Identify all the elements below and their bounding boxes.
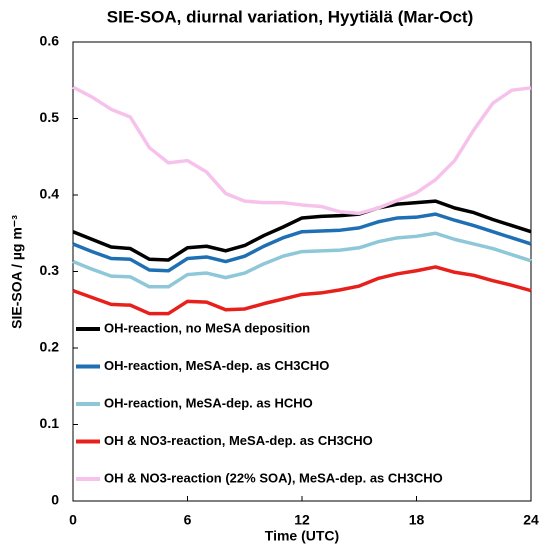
legend-label: OH & NO3-reaction (22% SOA), MeSA-dep. a… (104, 470, 443, 485)
x-tick-label: 6 (184, 512, 192, 528)
series-line (72, 199, 532, 262)
chart-title: SIE-SOA, diurnal variation, Hyytiälä (Ma… (107, 7, 474, 26)
series-line (72, 212, 532, 273)
series-line (72, 231, 532, 289)
legend-label: OH & NO3-reaction, MeSA-dep. as CH3CHO (104, 433, 373, 448)
y-tick-label: 0.6 (40, 33, 60, 49)
x-axis-label: Time (UTC) (265, 528, 339, 544)
y-tick-label: 0.3 (40, 262, 60, 278)
legend-label: OH-reaction, MeSA-dep. as CH3CHO (104, 358, 329, 373)
x-tick-label: 18 (409, 512, 425, 528)
y-tick-label: 0.4 (40, 186, 60, 202)
series-line (72, 265, 532, 316)
y-tick-label: 0 (51, 492, 59, 508)
y-tick-label: 0.5 (40, 109, 60, 125)
legend-label: OH-reaction, no MeSA deposition (104, 320, 310, 335)
x-tick-label: 0 (69, 512, 77, 528)
y-axis-label: SIE-SOA / µg m⁻³ (9, 215, 25, 329)
x-tick-label: 12 (294, 512, 310, 528)
legend-label: OH-reaction, MeSA-dep. as HCHO (104, 395, 313, 410)
y-tick-label: 0.1 (40, 415, 60, 431)
x-tick-label: 24 (523, 512, 539, 528)
y-tick-label: 0.2 (40, 339, 60, 355)
series-line (72, 85, 532, 216)
